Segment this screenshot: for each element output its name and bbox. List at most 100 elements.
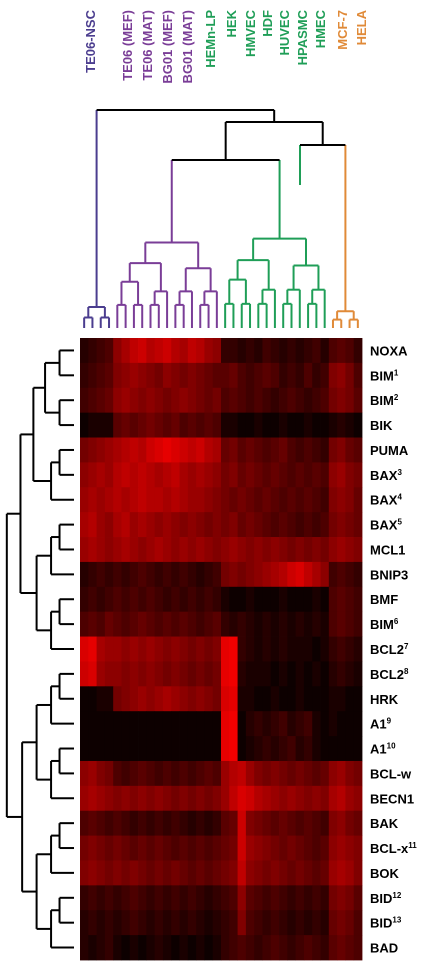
heatmap-cell-12-13 <box>187 636 197 662</box>
heatmap-cell-1-27 <box>303 362 313 389</box>
heatmap-cell-3-18 <box>229 412 238 438</box>
heatmap-cell-7-24 <box>279 512 288 538</box>
heatmap-cell-24-33 <box>353 935 363 961</box>
heatmap-cell-11-27 <box>303 611 313 637</box>
heatmap-cell-4-15 <box>204 437 214 463</box>
heatmap-cell-24-5 <box>121 935 131 961</box>
heatmap-cell-17-11 <box>171 760 180 787</box>
heatmap-cell-21-4 <box>113 860 122 886</box>
heatmap-cell-15-22 <box>262 711 272 737</box>
heatmap-cell-16-21 <box>254 736 263 762</box>
row-label: BCL28 <box>370 667 409 682</box>
column-label: HEMn-LP <box>203 10 218 68</box>
heatmap-cell-20-27 <box>303 835 313 861</box>
heatmap-cell-15-28 <box>312 711 321 737</box>
heatmap-cell-2-14 <box>196 387 205 414</box>
heatmap-cell-3-6 <box>129 412 139 438</box>
column-label: BG01 (MAT) <box>180 10 195 83</box>
heatmap-cell-14-21 <box>254 686 263 712</box>
heatmap-cell-16-12 <box>179 736 189 762</box>
row-label: PUMA <box>370 443 409 458</box>
heatmap-cell-13-4 <box>113 661 122 687</box>
heatmap-cell-23-17 <box>221 910 230 936</box>
heatmap-cell-13-31 <box>337 661 346 687</box>
heatmap-cell-15-11 <box>171 711 180 737</box>
heatmap-cell-5-22 <box>262 462 272 488</box>
heatmap-cell-21-33 <box>353 860 363 886</box>
heatmap-cell-20-26 <box>295 835 305 861</box>
heatmap-cell-12-9 <box>154 636 164 662</box>
heatmap-cell-11-18 <box>229 611 238 637</box>
heatmap-cell-18-3 <box>104 785 114 812</box>
heatmap-cell-11-28 <box>312 611 321 637</box>
heatmap-cell-13-25 <box>287 661 297 687</box>
heatmap-cell-6-12 <box>179 487 189 513</box>
heatmap-cell-13-12 <box>179 661 189 687</box>
heatmap-cell-17-15 <box>204 760 214 787</box>
heatmap-cell-20-32 <box>345 835 355 861</box>
heatmap-cell-11-12 <box>179 611 189 637</box>
heatmap-cell-13-20 <box>245 661 255 687</box>
heatmap-cell-22-23 <box>270 885 280 911</box>
heatmap-cell-1-0 <box>80 362 89 389</box>
heatmap-cell-11-17 <box>221 611 230 637</box>
heatmap-cell-9-23 <box>270 561 280 588</box>
heatmap-cell-24-9 <box>154 935 164 961</box>
heatmap-cell-24-26 <box>295 935 305 961</box>
heatmap-cell-5-28 <box>312 462 321 488</box>
heatmap-cell-8-10 <box>162 537 172 563</box>
heatmap-cell-22-22 <box>262 885 272 911</box>
heatmap-cell-2-18 <box>229 387 238 414</box>
heatmap-cell-22-32 <box>345 885 355 911</box>
heatmap-cell-24-31 <box>337 935 346 961</box>
heatmap-cell-15-15 <box>204 711 214 737</box>
heatmap-cell-2-22 <box>262 387 272 414</box>
heatmap-cell-8-29 <box>320 537 330 563</box>
heatmap-cell-0-24 <box>279 338 288 364</box>
heatmap-cell-3-25 <box>287 412 297 438</box>
heatmap-cell-5-18 <box>229 462 238 488</box>
heatmap-cell-6-19 <box>237 487 247 513</box>
heatmap-cell-24-11 <box>171 935 180 961</box>
heatmap-cell-18-19 <box>237 785 247 812</box>
heatmap-cell-6-28 <box>312 487 321 513</box>
heatmap-cell-19-8 <box>146 810 156 836</box>
heatmap-cell-17-29 <box>320 760 330 787</box>
row-label: NOXA <box>370 343 408 358</box>
heatmap-cell-19-18 <box>229 810 238 836</box>
heatmap-cell-17-21 <box>254 760 263 787</box>
heatmap-cell-20-18 <box>229 835 238 861</box>
heatmap-cell-16-5 <box>121 736 131 762</box>
heatmap-cell-20-4 <box>113 835 122 861</box>
heatmap-cell-15-8 <box>146 711 156 737</box>
heatmap-cell-5-21 <box>254 462 263 488</box>
heatmap-cell-19-10 <box>162 810 172 836</box>
heatmap-cell-1-11 <box>171 362 180 389</box>
heatmap-cell-20-2 <box>96 835 106 861</box>
row-dendrogram <box>5 349 74 949</box>
heatmap-cell-22-6 <box>129 885 139 911</box>
heatmap-cell-7-13 <box>187 512 197 538</box>
heatmap-cell-14-27 <box>303 686 313 712</box>
heatmap-cell-2-19 <box>237 387 247 414</box>
heatmap-cell-12-23 <box>270 636 280 662</box>
heatmap-cell-15-20 <box>245 711 255 737</box>
heatmap-cell-20-0 <box>80 835 89 861</box>
row-label: BMF <box>370 592 398 607</box>
heatmap-cell-14-26 <box>295 686 305 712</box>
heatmap-cell-24-10 <box>162 935 172 961</box>
heatmap-cell-13-9 <box>154 661 164 687</box>
heatmap-cell-15-23 <box>270 711 280 737</box>
heatmap-cell-20-13 <box>187 835 197 861</box>
heatmap-cell-15-30 <box>328 711 338 737</box>
heatmap-cell-9-5 <box>121 561 131 588</box>
heatmap-cell-6-26 <box>295 487 305 513</box>
heatmap-cell-4-19 <box>237 437 247 463</box>
heatmap-cell-17-6 <box>129 760 139 787</box>
heatmap-cell-2-23 <box>270 387 280 414</box>
row-label: BOK <box>370 866 400 881</box>
heatmap-cell-8-25 <box>287 537 297 563</box>
heatmap-cell-1-32 <box>345 362 355 389</box>
heatmap-cell-7-8 <box>146 512 156 538</box>
heatmap-cell-2-11 <box>171 387 180 414</box>
